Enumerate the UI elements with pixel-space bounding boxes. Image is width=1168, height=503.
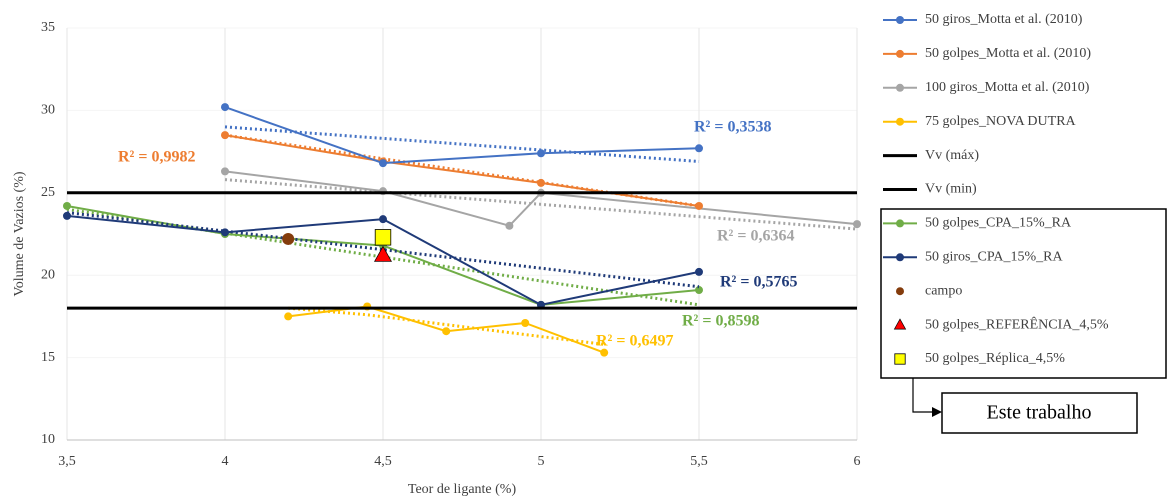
data-point [284, 312, 293, 321]
y-tick-label: 30 [41, 103, 55, 118]
legend-label: 100 giros_Motta et al. (2010) [925, 80, 1090, 95]
legend-label: campo [925, 283, 962, 298]
x-axis-label: Teor de ligante (%) [408, 482, 517, 497]
y-tick-label: 10 [41, 432, 55, 447]
r2-label: R² = 0,6364 [717, 228, 794, 245]
data-point [374, 245, 392, 262]
y-tick-label: 15 [41, 350, 55, 365]
data-point [695, 267, 703, 276]
legend-label: 50 giros_CPA_15%_RA [925, 250, 1063, 265]
legend-marker [896, 253, 904, 262]
legend-marker [896, 117, 904, 126]
data-point [221, 167, 229, 176]
data-point [282, 232, 295, 245]
x-tick-label: 4,5 [374, 454, 392, 469]
legend-marker [896, 49, 904, 58]
data-point [374, 229, 392, 246]
trendline [224, 125, 700, 163]
legend-label: 50 golpes_CPA_15%_RA [925, 216, 1072, 231]
data-point [442, 327, 451, 336]
legend-label: Vv (máx) [925, 148, 979, 163]
trendline [66, 211, 700, 289]
data-point [600, 348, 609, 357]
y-tick-label: 25 [41, 185, 55, 200]
x-tick-label: 3,5 [58, 454, 76, 469]
group-label-box [941, 392, 1138, 434]
y-axis-label: Volume de Vazios (%) [12, 171, 27, 296]
legend-label: 50 golpes_REFERÊNCIA_4,5% [925, 315, 1109, 332]
legend-label: 50 golpes_Réplica_4,5% [925, 351, 1065, 366]
legend-label: 50 giros_Motta et al. (2010) [925, 12, 1083, 27]
arrow-head [932, 407, 942, 417]
x-tick-label: 6 [854, 454, 861, 469]
group-label: Este trabalho [987, 402, 1092, 424]
legend-marker [896, 287, 904, 296]
series-line [224, 106, 700, 165]
group-arrow [912, 378, 934, 413]
legend-marker [894, 353, 906, 365]
legend-label: 50 golpes_Motta et al. (2010) [925, 46, 1091, 61]
legend-marker [893, 318, 907, 330]
r2-label: R² = 0,8598 [682, 313, 759, 330]
legend-label: 75 golpes_NOVA DUTRA [925, 114, 1077, 129]
data-point [537, 178, 545, 187]
legend-marker [896, 16, 904, 24]
r2-label: R² = 0,3538 [694, 119, 771, 136]
data-point [221, 131, 229, 140]
data-point [63, 211, 71, 220]
x-tick-label: 5,5 [690, 454, 708, 469]
y-tick-label: 35 [41, 20, 55, 35]
y-tick-label: 20 [41, 267, 55, 282]
legend-marker [896, 219, 904, 228]
legend-marker [896, 83, 904, 92]
x-tick-label: 5 [538, 454, 545, 469]
data-point [379, 215, 387, 224]
data-point [379, 159, 387, 168]
data-point [505, 221, 514, 230]
data-point [63, 201, 71, 210]
r2-label: R² = 0,6497 [596, 333, 673, 350]
trendline [224, 178, 858, 231]
r2-label: R² = 0,5765 [720, 274, 797, 291]
data-point [695, 144, 703, 153]
data-point [221, 228, 229, 237]
data-point [695, 201, 703, 210]
x-tick-label: 4 [222, 454, 229, 469]
r2-label: R² = 0,9982 [118, 149, 195, 166]
legend-label: Vv (min) [925, 182, 977, 197]
data-point [695, 286, 703, 295]
data-point [853, 220, 861, 229]
data-point [221, 103, 229, 112]
trendline [288, 306, 605, 346]
data-point [521, 318, 530, 327]
group-box [880, 208, 1167, 379]
data-point [537, 149, 545, 158]
